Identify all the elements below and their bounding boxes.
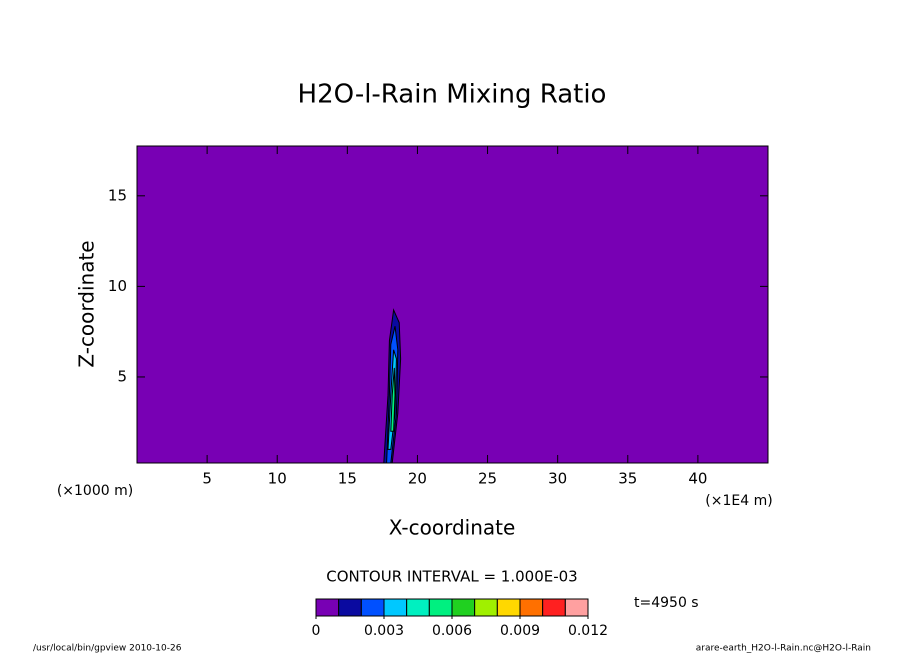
x-tick-label: 15 (338, 470, 357, 488)
x-tick-label: 40 (688, 470, 707, 488)
colorbar-box (338, 598, 362, 617)
colorbar-box (496, 598, 521, 617)
footer-left: /usr/local/bin/gpview 2010-10-26 (33, 644, 182, 654)
colorbar-box (315, 598, 340, 617)
colorbar-box (474, 598, 498, 617)
colorbar-tick-label: 0.006 (432, 623, 472, 639)
colorbar-box (428, 598, 453, 617)
colorbar-tick-label: 0.003 (364, 623, 404, 639)
colorbar-box (519, 598, 544, 617)
x-tick-label: 35 (618, 470, 637, 488)
colorbar-box (451, 598, 476, 617)
colorbar-box (360, 598, 385, 617)
x-tick-label: 5 (202, 470, 212, 488)
y-tick-label: 10 (108, 277, 127, 295)
colorbar-box (542, 598, 566, 617)
colorbar-box (564, 598, 589, 617)
x-tick-label: 10 (268, 470, 287, 488)
x-axis-label: X-coordinate (389, 516, 516, 540)
footer-right: arare-earth_H2O-l-Rain.nc@H2O-l-Rain (696, 644, 871, 654)
x-unit-right: (×1E4 m) (705, 493, 772, 509)
contour-interval: CONTOUR INTERVAL = 1.000E-03 (326, 568, 577, 586)
y-axis-label: Z-coordinate (75, 240, 99, 367)
colorbar-tick-label: 0.012 (568, 623, 608, 639)
colorbar-tick-label: 0 (312, 623, 321, 639)
plot-frame (136, 145, 769, 464)
contour-region (390, 367, 396, 432)
x-unit-left: (×1000 m) (57, 483, 133, 499)
chart-title: H2O-l-Rain Mixing Ratio (298, 80, 607, 110)
y-tick-label: 15 (108, 186, 127, 204)
field-background (137, 146, 768, 463)
colorbar-tick-label: 0.009 (500, 623, 540, 639)
x-tick-label: 25 (478, 470, 497, 488)
colorbar-box (383, 598, 408, 617)
x-tick-label: 30 (548, 470, 567, 488)
colorbar-box (406, 598, 430, 617)
x-tick-label: 20 (408, 470, 427, 488)
y-tick-label: 5 (117, 367, 127, 385)
time-label: t=4950 s (634, 595, 699, 611)
